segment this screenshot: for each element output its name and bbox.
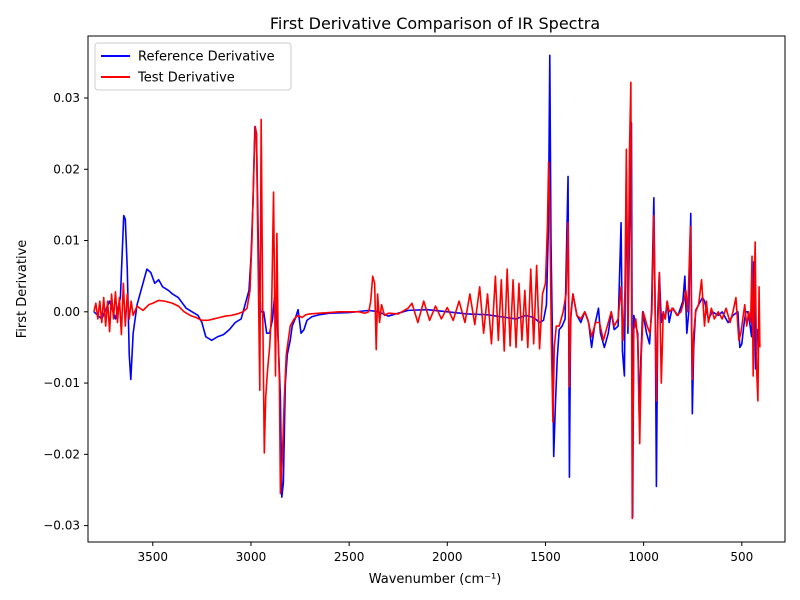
- x-tick-label: 2500: [334, 550, 365, 564]
- y-tick-label: 0.03: [53, 91, 80, 105]
- plot-area: [93, 54, 761, 520]
- y-tick-label: 0.00: [53, 305, 80, 319]
- plot-frame: [87, 35, 786, 543]
- y-axis: −0.03 −0.02 −0.01 0.00 0.01 0.02 0.03: [43, 91, 88, 533]
- y-tick-label: 0.01: [53, 234, 80, 248]
- x-tick-label: 1000: [628, 550, 659, 564]
- chart-title: First Derivative Comparison of IR Spectr…: [270, 14, 600, 33]
- series-layer: [93, 54, 761, 520]
- series-line-reference: [93, 54, 761, 518]
- x-tick-label: 500: [730, 550, 753, 564]
- y-tick-label: −0.01: [43, 376, 80, 390]
- legend-label-test: Test Derivative: [137, 71, 235, 86]
- y-tick-label: −0.02: [43, 447, 80, 461]
- x-axis-label: Wavenumber (cm⁻¹): [369, 572, 502, 587]
- legend-label-reference: Reference Derivative: [138, 50, 275, 65]
- series-line-test: [93, 81, 761, 520]
- x-tick-label: 1500: [530, 550, 561, 564]
- x-tick-label: 2000: [432, 550, 463, 564]
- legend-box: [94, 42, 292, 91]
- x-axis: 3500 3000 2500 2000 1500 1000 500: [138, 542, 753, 564]
- x-tick-label: 3500: [138, 550, 169, 564]
- legend: Reference Derivative Test Derivative: [94, 42, 292, 91]
- x-tick-label: 3000: [236, 550, 267, 564]
- y-tick-label: 0.02: [53, 162, 80, 176]
- y-tick-label: −0.03: [43, 519, 80, 533]
- y-axis-label: First Derivative: [15, 240, 30, 339]
